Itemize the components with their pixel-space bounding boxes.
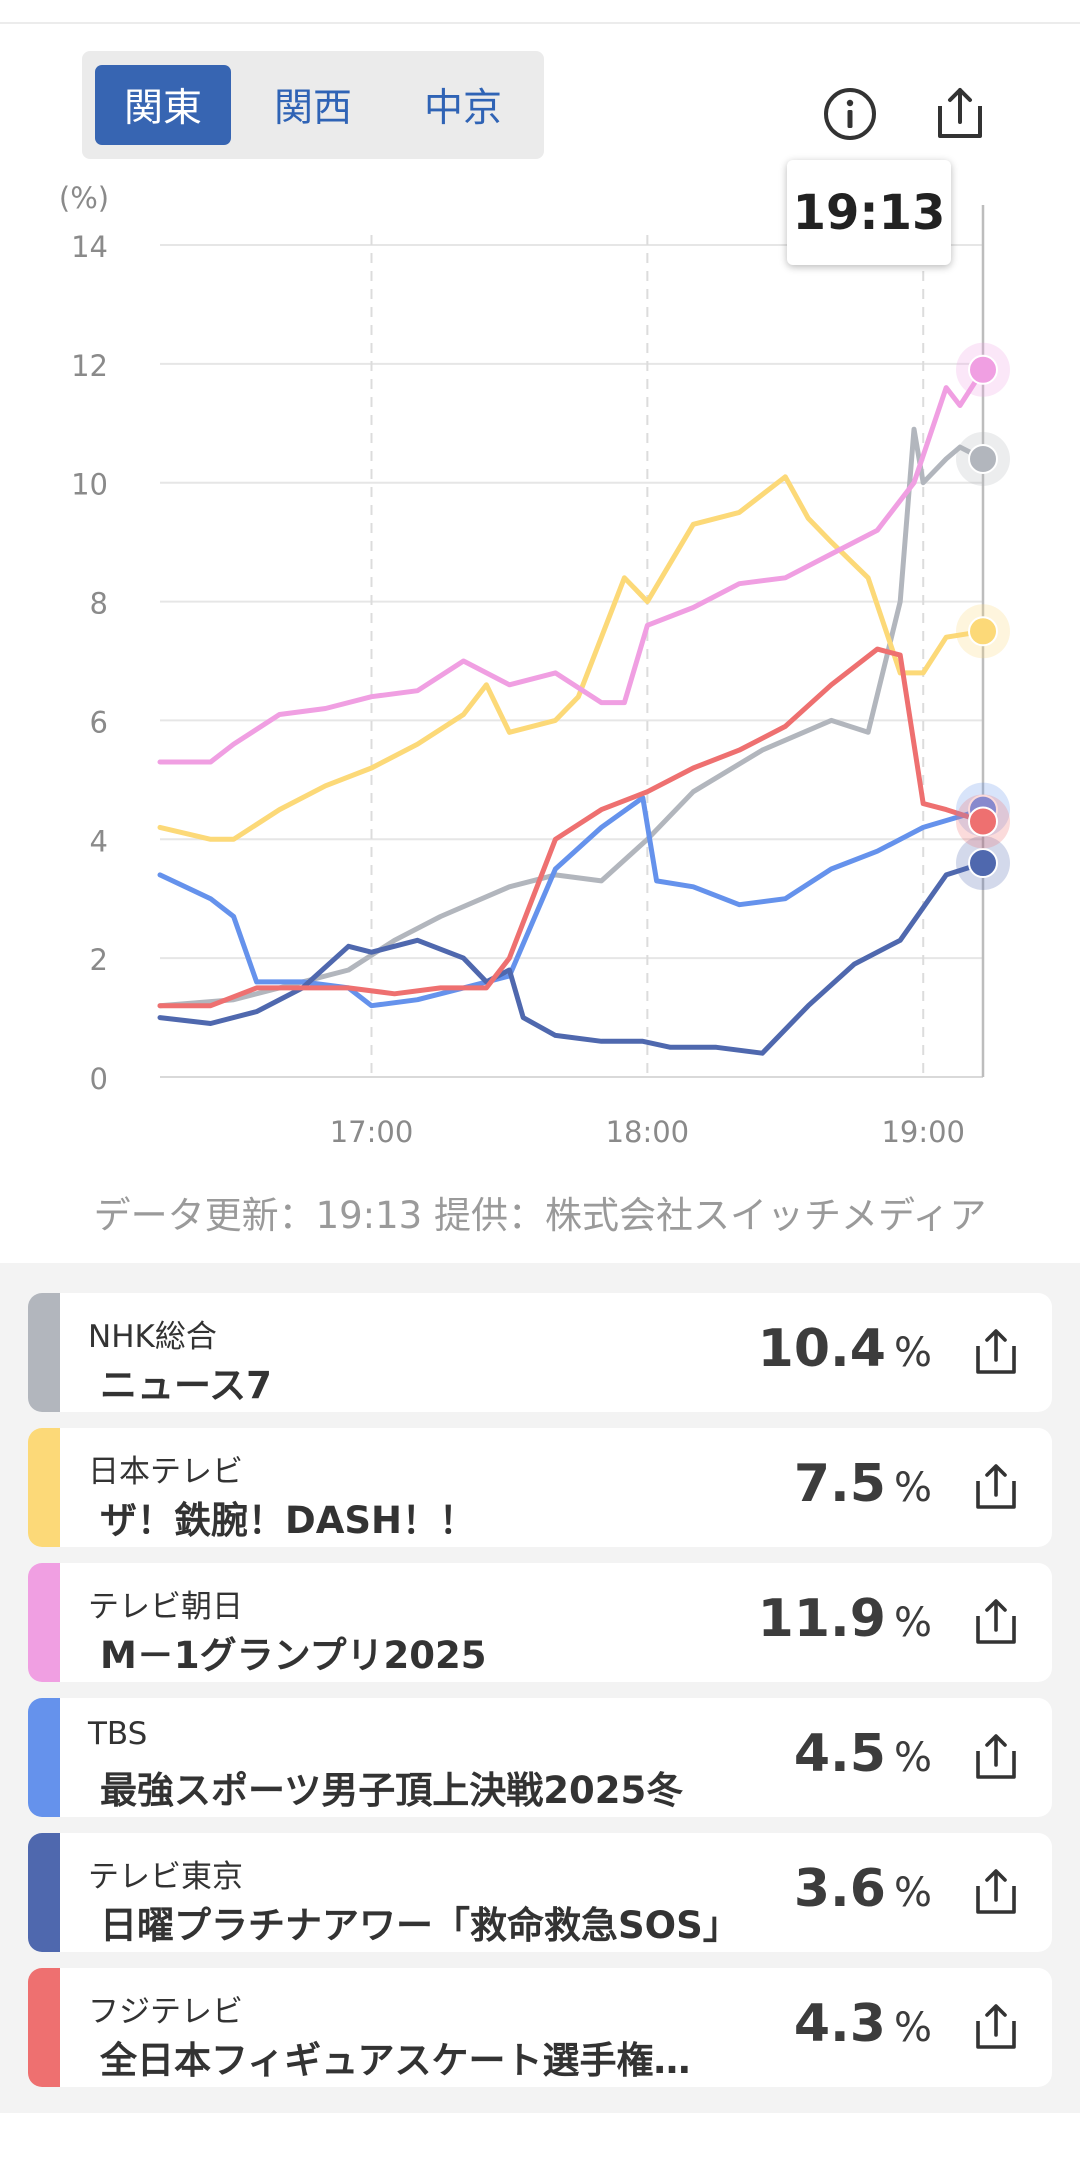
tab-kansai[interactable]: 関西 bbox=[273, 86, 352, 131]
rating-value: 3.6% bbox=[794, 1859, 932, 1919]
program-title: 日曜プラチナアワー「救命救急SOS」 bbox=[100, 1904, 740, 1947]
rating-number: 11.9 bbox=[757, 1589, 886, 1649]
program-title: 全日本フィギュアスケート選手権… bbox=[100, 2039, 691, 2082]
series-line-3 bbox=[157, 795, 986, 1009]
channel-row-tv-asahi[interactable]: テレビ朝日 M－1グランプリ2025 11.9% bbox=[28, 1563, 1052, 1682]
region-tabs: 関東 関西 中京 bbox=[82, 51, 544, 159]
share-icon[interactable] bbox=[968, 1729, 1024, 1785]
channel-name: NHK総合 bbox=[88, 1319, 217, 1355]
channel-color-bar bbox=[28, 1968, 60, 2087]
rating-unit: % bbox=[893, 1735, 932, 1781]
channel-name: TBS bbox=[88, 1716, 148, 1752]
rating-unit: % bbox=[893, 1330, 932, 1376]
channel-row-tbs[interactable]: TBS 最強スポーツ男子頂上決戦2025冬 4.5% bbox=[28, 1698, 1052, 1817]
top-divider bbox=[0, 22, 1080, 24]
tab-kanto[interactable]: 関東 bbox=[95, 65, 231, 145]
program-title: ニュース7 bbox=[100, 1364, 272, 1407]
y-tick-label: 8 bbox=[90, 587, 108, 621]
series-line-2 bbox=[157, 367, 986, 765]
share-icon[interactable] bbox=[968, 1324, 1024, 1380]
time-tooltip: 19:13 bbox=[787, 160, 951, 265]
y-tick-label: 4 bbox=[90, 824, 108, 858]
channel-row-fuji[interactable]: フジテレビ 全日本フィギュアスケート選手権… 4.3% bbox=[28, 1968, 1052, 2087]
y-axis-unit-label: (%) bbox=[59, 181, 109, 215]
series-marker-0 bbox=[968, 443, 998, 474]
program-title: 最強スポーツ男子頂上決戦2025冬 bbox=[100, 1769, 684, 1812]
channel-color-bar bbox=[28, 1428, 60, 1547]
chart-svg: 0 2 4 6 8 10 12 14 (%) 17:00 18:00 19:00 bbox=[59, 181, 1010, 1149]
share-icon[interactable] bbox=[968, 1999, 1024, 2055]
rating-value: 4.5% bbox=[794, 1724, 932, 1784]
share-icon[interactable] bbox=[968, 1594, 1024, 1650]
y-tick-label: 12 bbox=[71, 349, 108, 383]
channel-color-bar bbox=[28, 1563, 60, 1682]
series-marker-5 bbox=[968, 806, 998, 837]
channel-color-bar bbox=[28, 1293, 60, 1412]
series-marker-2 bbox=[968, 354, 998, 385]
y-tick-label: 0 bbox=[90, 1062, 108, 1096]
rating-unit: % bbox=[893, 1465, 932, 1511]
y-tick-label: 14 bbox=[71, 230, 108, 264]
rating-number: 10.4 bbox=[757, 1319, 886, 1379]
channel-name: テレビ朝日 bbox=[88, 1589, 243, 1625]
y-tick-label: 6 bbox=[90, 705, 108, 739]
channel-name: テレビ東京 bbox=[88, 1859, 243, 1895]
channel-row-ntv[interactable]: 日本テレビ ザ！鉄腕！DASH！！ 7.5% bbox=[28, 1428, 1052, 1547]
share-icon[interactable] bbox=[928, 82, 992, 146]
rating-value: 4.3% bbox=[794, 1994, 932, 2054]
channel-name: フジテレビ bbox=[88, 1994, 243, 2030]
channel-row-tv-tokyo[interactable]: テレビ東京 日曜プラチナアワー「救命救急SOS」 3.6% bbox=[28, 1833, 1052, 1952]
data-credit: データ更新：19:13 提供：株式会社スイッチメディア bbox=[93, 1194, 987, 1237]
program-title: ザ！鉄腕！DASH！！ bbox=[100, 1499, 476, 1542]
info-icon[interactable] bbox=[818, 82, 882, 146]
channel-color-bar bbox=[28, 1833, 60, 1952]
rating-value: 10.4% bbox=[758, 1319, 932, 1379]
x-tick-label: 17:00 bbox=[330, 1115, 414, 1149]
x-tick-label: 19:00 bbox=[881, 1115, 965, 1149]
channel-name: 日本テレビ bbox=[88, 1454, 243, 1490]
series-marker-4 bbox=[968, 848, 998, 879]
tab-chukyo[interactable]: 中京 bbox=[423, 86, 502, 131]
channel-list: NHK総合 ニュース7 10.4% 日本テレビ ザ！鉄腕！DASH！！ 7.5%… bbox=[28, 1293, 1052, 2103]
series-line-1 bbox=[157, 474, 986, 842]
share-icon[interactable] bbox=[968, 1864, 1024, 1920]
x-tick-label: 18:00 bbox=[606, 1115, 690, 1149]
rating-unit: % bbox=[893, 1870, 932, 1916]
y-tick-label: 2 bbox=[90, 943, 108, 977]
rating-unit: % bbox=[893, 1600, 932, 1646]
channel-row-nhk[interactable]: NHK総合 ニュース7 10.4% bbox=[28, 1293, 1052, 1412]
series-line-5 bbox=[157, 646, 986, 1009]
program-title: M－1グランプリ2025 bbox=[100, 1634, 487, 1677]
series-line-0 bbox=[157, 426, 986, 1009]
rating-number: 3.6 bbox=[793, 1859, 886, 1919]
series-line-4 bbox=[157, 860, 986, 1056]
rating-value: 11.9% bbox=[758, 1589, 932, 1649]
rating-number: 7.5 bbox=[793, 1454, 886, 1514]
rating-value: 7.5% bbox=[794, 1454, 932, 1514]
share-icon[interactable] bbox=[968, 1459, 1024, 1515]
y-tick-label: 10 bbox=[71, 468, 108, 502]
rating-number: 4.5 bbox=[793, 1724, 886, 1784]
series-marker-1 bbox=[968, 616, 998, 647]
ratings-chart: 0 2 4 6 8 10 12 14 (%) 17:00 18:00 19:00 bbox=[0, 160, 1080, 1160]
channel-color-bar bbox=[28, 1698, 60, 1817]
rating-number: 4.3 bbox=[793, 1994, 886, 2054]
rating-unit: % bbox=[893, 2005, 932, 2051]
